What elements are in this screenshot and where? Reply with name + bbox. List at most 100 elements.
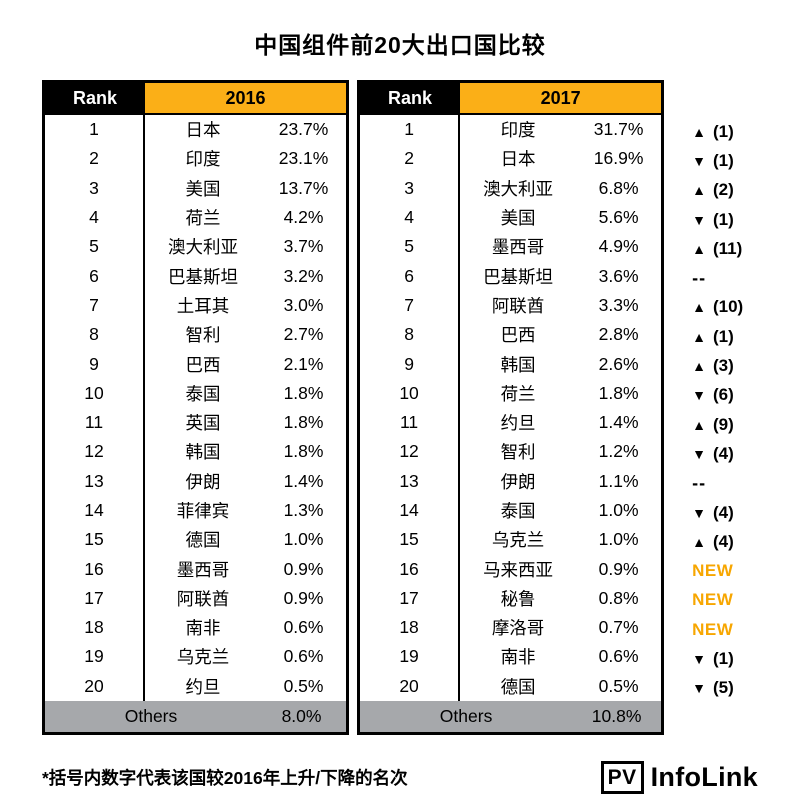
change-label: (5) (712, 678, 734, 698)
change-row: ▼ (4) (692, 498, 800, 527)
page-title: 中国组件前20大出口国比较 (254, 32, 546, 58)
change-row: ▲ (2) (692, 176, 800, 205)
rank-cell: 17 (360, 583, 461, 614)
footnote: *括号内数字代表该国较2016年上升/下降的名次 (42, 767, 408, 788)
share-cell: 5.6% (598, 207, 639, 228)
country-cell: 德国 (500, 676, 536, 697)
country-cell: 智利 (185, 325, 221, 346)
country-cell: 巴西 (185, 354, 221, 375)
share-cell: 1.8% (283, 412, 324, 433)
up-arrow-icon: ▲ (692, 299, 706, 316)
share-cell: 23.1% (278, 148, 329, 169)
rank-cell: 14 (360, 495, 461, 526)
rank-cell: 16 (360, 554, 461, 584)
table-row: 8 智利 2.7% (45, 320, 346, 350)
share-cell: 4.2% (283, 207, 324, 228)
change-row: ▲ (1) (692, 117, 800, 146)
share-cell: 3.0% (283, 294, 324, 315)
share-cell: 1.0% (598, 529, 639, 550)
change-row: ▲ (4) (692, 527, 800, 556)
rank-cell: 5 (360, 232, 461, 262)
rank-cell: 6 (45, 261, 145, 291)
change-row: ▼ (1) (692, 205, 800, 234)
table-row: 10 荷兰 1.8% (360, 378, 661, 408)
change-label: (1) (712, 209, 734, 229)
share-cell: 16.9% (593, 148, 644, 169)
share-cell: 1.8% (598, 382, 639, 403)
change-row: ▲ (9) (692, 410, 800, 439)
table-row: 1 日本 23.7% (45, 115, 346, 145)
country-cell: 印度 (185, 149, 221, 170)
change-label: -- (692, 267, 707, 288)
table-row: 5 墨西哥 4.9% (360, 232, 661, 262)
change-label: (4) (712, 502, 734, 522)
change-row: ▲ (11) (692, 234, 800, 263)
year-table-body: 1 印度 31.7% 2 日本 16.9% 3 澳大利亚 6.8% 4 美国 5.6% 5 墨西哥 4.9%… (360, 115, 661, 701)
share-cell: 0.9% (283, 558, 324, 579)
share-cell: 2.7% (283, 324, 324, 345)
table-row: 11 英国 1.8% (45, 407, 346, 438)
change-label: (9) (712, 414, 734, 434)
logo-name: InfoLink (650, 761, 758, 792)
change-label: (6) (712, 385, 734, 405)
table-row: 10 泰国 1.8% (45, 378, 346, 408)
share-cell: 2.8% (598, 324, 639, 345)
table-row: 12 韩国 1.8% (45, 437, 346, 467)
rank-cell: 20 (45, 671, 145, 701)
rank-cell: 9 (45, 349, 145, 379)
change-row: NEW (692, 586, 800, 615)
change-label: (1) (712, 150, 734, 170)
others-row: Others 10.8% (360, 700, 662, 732)
country-cell: 南非 (500, 647, 536, 668)
table-row: 1 印度 31.7% (360, 115, 661, 145)
comparison-area: Rank 2016 1 日本 23.7% 2 印度 23.1% 3 美国 13.7% 4 荷兰 4.2… (42, 80, 800, 735)
country-cell: 阿联酋 (176, 588, 230, 609)
rank-cell: 19 (45, 642, 145, 672)
country-cell: 澳大利亚 (168, 237, 238, 258)
country-cell: 荷兰 (185, 208, 221, 229)
change-label: (1) (712, 648, 734, 668)
others-label: Others (439, 705, 493, 726)
pv-logo-mark: PV (600, 760, 644, 794)
share-cell: 31.7% (593, 119, 644, 140)
share-cell: 0.6% (598, 646, 639, 667)
rank-cell: 7 (360, 290, 461, 321)
footer: *括号内数字代表该国较2016年上升/下降的名次 PV InfoLink (42, 760, 758, 794)
table-row: 5 澳大利亚 3.7% (45, 232, 346, 262)
share-cell: 1.8% (283, 441, 324, 462)
country-cell: 智利 (500, 442, 536, 463)
country-cell: 约旦 (500, 413, 536, 434)
rank-cell: 5 (45, 232, 145, 262)
table-header: Rank 2017 (360, 83, 662, 115)
rank-cell: 12 (360, 437, 461, 467)
share-cell: 3.2% (283, 265, 324, 286)
change-row: ▼ (6) (692, 381, 800, 410)
country-cell: 巴基斯坦 (483, 266, 554, 287)
country-cell: 乌克兰 (491, 530, 545, 551)
table-2016: Rank 2016 1 日本 23.7% 2 印度 23.1% 3 美国 13.7% 4 荷兰 4.2… (42, 80, 350, 735)
table-row: 19 乌克兰 0.6% (45, 642, 346, 672)
rank-cell: 1 (360, 115, 461, 145)
table-row: 2 日本 16.9% (360, 144, 661, 174)
country-cell: 韩国 (185, 442, 221, 463)
up-arrow-icon: ▲ (692, 416, 706, 433)
table-row: 18 摩洛哥 0.7% (360, 613, 661, 643)
country-cell: 英国 (185, 413, 221, 434)
table-row: 6 巴基斯坦 3.6% (360, 261, 661, 291)
table-row: 9 韩国 2.6% (360, 349, 661, 379)
change-row: ▼ (4) (692, 439, 800, 468)
country-cell: 日本 (185, 120, 221, 141)
country-cell: 印度 (500, 120, 536, 141)
table-row: 14 泰国 1.0% (360, 495, 661, 526)
table-row: 16 墨西哥 0.9% (45, 554, 346, 584)
table-row: 19 南非 0.6% (360, 642, 661, 672)
change-row: ▲ (10) (692, 293, 800, 322)
rank-cell: 8 (45, 320, 145, 350)
share-cell: 3.7% (283, 236, 324, 257)
change-label: (1) (712, 121, 734, 141)
table-row: 8 巴西 2.8% (360, 320, 661, 350)
country-cell: 墨西哥 (176, 559, 230, 580)
rank-cell: 4 (360, 202, 461, 233)
down-arrow-icon: ▼ (692, 211, 706, 228)
country-cell: 泰国 (500, 501, 536, 521)
